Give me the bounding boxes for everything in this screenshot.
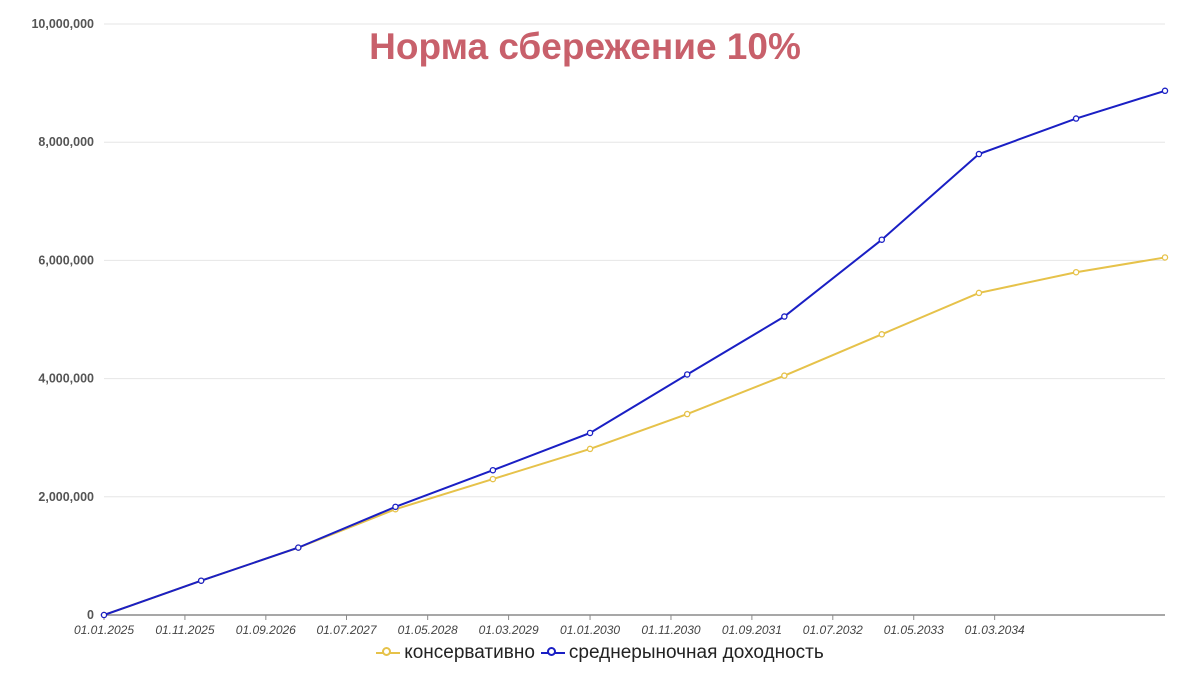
series-line: [103, 256, 1166, 616]
x-tick-label: 01.05.2033: [884, 623, 944, 637]
y-tick-label: 6,000,000: [38, 253, 94, 267]
data-point[interactable]: [1161, 87, 1169, 95]
data-point[interactable]: [197, 577, 205, 584]
x-tick-label: 01.01.2025: [74, 623, 134, 637]
x-tick-label: 01.01.2030: [560, 623, 620, 637]
data-point[interactable]: [295, 544, 302, 551]
data-point[interactable]: [489, 475, 497, 483]
x-axis-tick-labels: 01.01.2025 01.11.2025 01.09.2026 01.07.2027…: [74, 623, 1025, 637]
legend: консервативно среднерыночная доходность: [0, 642, 1200, 664]
series-1: [100, 87, 1169, 619]
data-point[interactable]: [878, 236, 886, 243]
data-point[interactable]: [100, 611, 108, 619]
x-tick-label: 01.09.2026: [236, 623, 296, 637]
chart-title: Норма сбережение 10%: [369, 26, 801, 67]
x-tick-label: 01.03.2034: [965, 623, 1025, 637]
data-point[interactable]: [489, 466, 497, 474]
legend-item-market-return[interactable]: среднерыночная доходность: [540, 642, 824, 664]
x-tick-label: 01.11.2025: [155, 623, 214, 637]
data-point[interactable]: [975, 150, 983, 158]
y-tick-label: 2,000,000: [38, 490, 94, 504]
data-point[interactable]: [878, 331, 886, 338]
x-tick-label: 01.05.2028: [398, 623, 458, 637]
legend-swatch-conservative: [376, 647, 401, 659]
x-tick-label: 01.03.2029: [479, 623, 539, 637]
data-point[interactable]: [683, 371, 691, 378]
x-tick-label: 01.07.2032: [803, 623, 863, 637]
series-lines: [100, 87, 1169, 619]
data-point[interactable]: [781, 372, 788, 379]
data-point[interactable]: [781, 313, 788, 320]
legend-label-market-return: среднерыночная доходность: [568, 642, 824, 663]
y-tick-label: 10,000,000: [31, 17, 94, 31]
y-tick-label: 4,000,000: [38, 372, 94, 386]
data-point[interactable]: [975, 289, 983, 297]
y-tick-label: 0: [87, 608, 94, 622]
legend-item-conservative[interactable]: консервативно: [376, 642, 535, 664]
y-axis-tick-labels: 0 2,000,000 4,000,000 6,000,000 8,000,000 10,…: [31, 17, 94, 622]
x-tick-label: 01.09.2031: [722, 623, 782, 637]
series-0: [100, 254, 1169, 619]
data-point[interactable]: [1072, 268, 1080, 276]
gridlines: [104, 23, 1165, 498]
x-tick-label: 01.11.2030: [641, 623, 700, 637]
series-line: [103, 89, 1166, 616]
y-tick-label: 8,000,000: [38, 135, 94, 149]
legend-label-conservative: консервативно: [404, 642, 535, 663]
data-point[interactable]: [586, 429, 594, 437]
data-point[interactable]: [1072, 115, 1080, 122]
legend-swatch-market-return: [540, 647, 565, 659]
data-point[interactable]: [392, 503, 399, 511]
data-point[interactable]: [1161, 254, 1169, 261]
data-point[interactable]: [683, 410, 691, 418]
axes: [103, 614, 1165, 620]
x-tick-label: 01.07.2027: [316, 623, 377, 637]
data-point[interactable]: [586, 445, 594, 453]
